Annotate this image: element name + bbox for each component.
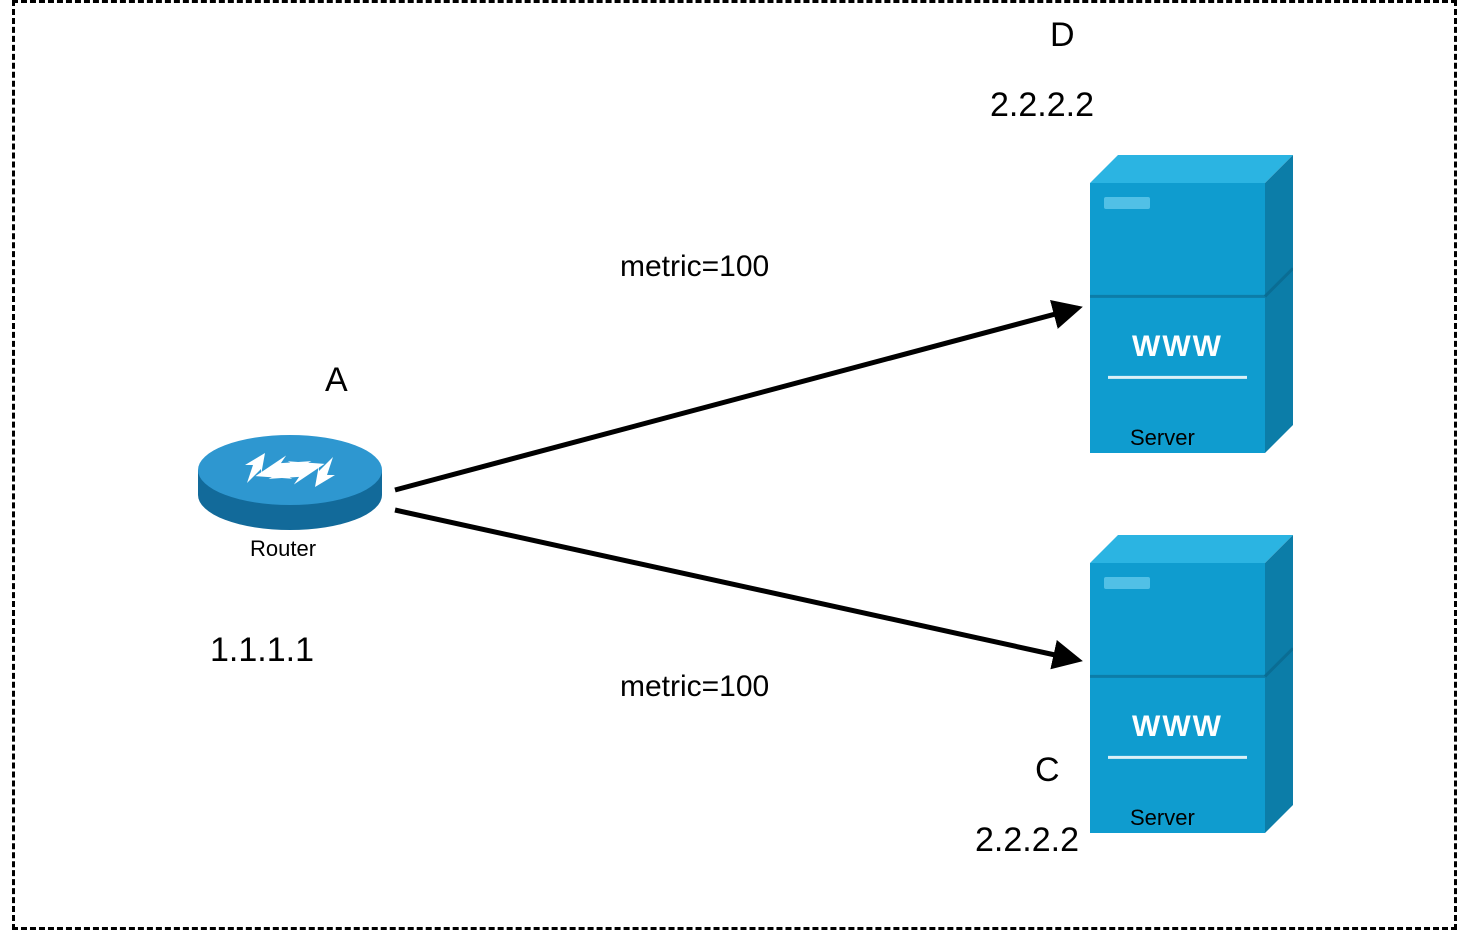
server-icon: WWW xyxy=(1090,155,1293,453)
svg-text:WWW: WWW xyxy=(1132,330,1223,363)
server-c-ip: 2.2.2.2 xyxy=(975,821,1079,860)
diagram-canvas: WWW WWW A Router 1.1.1.1 D 2.2.2.2 Serve… xyxy=(0,0,1469,930)
router-icon xyxy=(195,425,385,535)
server-d-node: WWW xyxy=(1090,155,1293,458)
server-c-caption: Server xyxy=(1130,805,1195,831)
server-c-label: C xyxy=(1035,751,1060,790)
edge-0-label: metric=100 xyxy=(620,250,769,284)
router-ip: 1.1.1.1 xyxy=(210,631,314,670)
router-node xyxy=(195,425,385,540)
server-d-caption: Server xyxy=(1130,425,1195,451)
svg-text:WWW: WWW xyxy=(1132,710,1223,743)
server-icon: WWW xyxy=(1090,535,1293,833)
router-label: A xyxy=(325,361,348,400)
server-d-ip: 2.2.2.2 xyxy=(990,86,1094,125)
edge-1-label: metric=100 xyxy=(620,670,769,704)
router-caption: Router xyxy=(250,536,316,562)
server-c-node: WWW xyxy=(1090,535,1293,838)
server-d-label: D xyxy=(1050,16,1075,55)
